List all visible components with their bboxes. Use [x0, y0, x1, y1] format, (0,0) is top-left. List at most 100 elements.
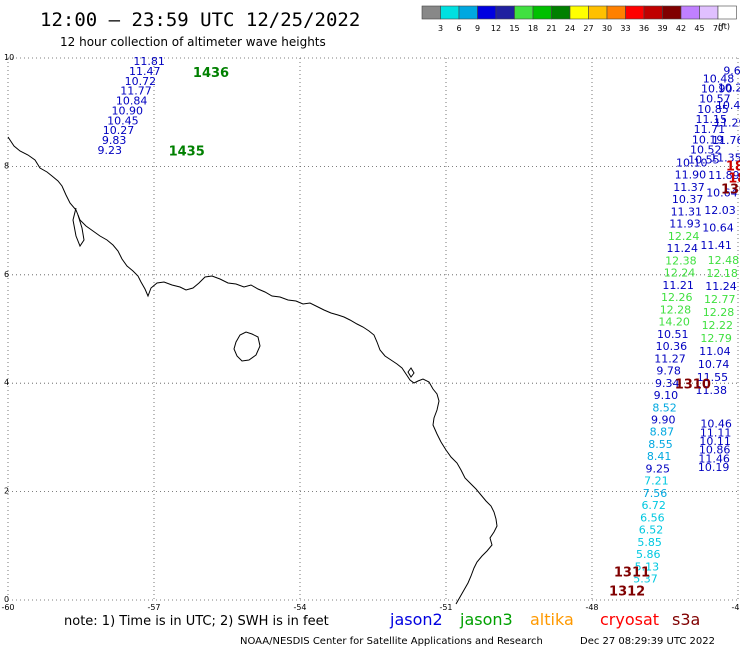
wave-height-value: 9.83 [102, 134, 127, 147]
color-scale-label: 33 [620, 24, 630, 33]
footer-note: note: 1) Time is in UTC; 2) SWH is in fe… [64, 614, 329, 629]
wave-height-value: 10.90 [701, 83, 733, 96]
color-scale-swatch [717, 5, 737, 20]
wave-height-value: 10.36 [656, 340, 688, 353]
wave-height-value: 6.56 [640, 511, 665, 524]
pass-time-label: 1312 [609, 585, 645, 600]
island-small-path [407, 367, 415, 378]
wave-height-value: 11.24 [705, 280, 737, 293]
wave-height-value: 8.41 [647, 450, 672, 463]
wave-height-value: 6.52 [639, 524, 664, 537]
color-scale-swatch [514, 5, 534, 20]
wave-height-value: 9.67 [723, 64, 740, 77]
color-scale-swatch [588, 5, 608, 20]
footer-timestamp: Dec 27 08:29:39 UTC 2022 [580, 636, 715, 647]
wave-height-value: 10.51 [657, 328, 689, 341]
wave-height-value: 11.89 [708, 169, 740, 182]
wave-height-value: 9.25 [646, 462, 671, 475]
wave-height-value: 6.72 [641, 499, 666, 512]
wave-height-value: 9.90 [651, 413, 676, 426]
color-scale-label: 39 [657, 24, 667, 33]
pass-time-label: 184 [726, 160, 740, 175]
y-tick-label: 6 [4, 270, 9, 279]
wave-height-value: 11.81 [133, 55, 165, 68]
wave-height-value: 11.93 [669, 218, 701, 231]
color-scale-label: 3 [438, 24, 443, 33]
wave-height-value: 12.28 [703, 306, 735, 319]
wave-height-value: 8.87 [650, 426, 675, 439]
wave-height-value: 12.48 [708, 254, 740, 267]
wave-height-value: 10.19 [692, 133, 724, 146]
pass-time-label: 1436 [193, 66, 229, 81]
axis-tick-labels: -60 -57 -54 -51 -48 -45 0 2 4 6 8 10 [1, 53, 740, 612]
y-tick-label: 2 [4, 487, 9, 496]
wave-height-value: 10.84 [116, 95, 148, 108]
altimeter-tracks: 11.8111.4710.7211.7710.8410.9010.4510.27… [97, 55, 740, 586]
color-scale-swatch [440, 5, 460, 20]
wave-height-value: 5.37 [633, 573, 658, 586]
wave-height-value: 14.20 [658, 316, 690, 329]
island-path [233, 331, 261, 362]
wave-height-value: 10.10 [676, 156, 708, 169]
wave-height-value: 11.41 [700, 239, 732, 252]
wave-height-value: 12.03 [704, 204, 736, 217]
wave-height-value: 10.48 [703, 72, 735, 85]
wave-height-value: 10.52 [690, 144, 722, 157]
legend-entry: s3a [672, 610, 700, 629]
color-scale-swatch [532, 5, 552, 20]
wave-height-value: 11.04 [699, 345, 731, 358]
wave-height-value: 11.90 [675, 169, 707, 182]
wave-height-value: 11.37 [673, 181, 705, 194]
color-scale-label: 9 [475, 24, 480, 33]
wave-height-value: 11.77 [120, 85, 152, 98]
wave-height-value: 5.13 [635, 560, 660, 573]
wave-height-value: 12.24 [664, 267, 696, 280]
wave-height-value: 10.74 [698, 358, 730, 371]
wave-height-value: 10.64 [706, 186, 738, 199]
wave-height-value: 11.11 [700, 426, 732, 439]
wave-height-value: 12.18 [706, 267, 738, 280]
map-subtitle: 12 hour collection of altimeter wave hei… [60, 35, 326, 49]
color-scale-swatch [699, 5, 719, 20]
wave-height-value: 11.71 [694, 123, 726, 136]
wave-height-value: 12.38 [665, 254, 697, 267]
pass-time-labels: 143614351841841309131013111312 [169, 66, 740, 600]
color-scale-swatch [421, 5, 441, 20]
wave-height-value: 10.46 [716, 99, 740, 112]
color-scale-swatch [477, 5, 497, 20]
color-scale-label: 42 [676, 24, 686, 33]
wave-height-value: 12.79 [700, 332, 732, 345]
wave-height-value: 10.27 [103, 124, 135, 137]
color-scale-label: 6 [456, 24, 461, 33]
legend-entry: cryosat [600, 610, 659, 629]
wave-height-value: 11.21 [662, 279, 694, 292]
x-tick-label: -54 [293, 603, 306, 612]
color-scale-swatch [625, 5, 645, 20]
wave-height-value: 10.23 [718, 82, 740, 95]
x-tick-label: -48 [585, 603, 598, 612]
color-scale-swatch [458, 5, 478, 20]
wave-height-value: 12.24 [668, 230, 700, 243]
color-scale-label: 21 [546, 24, 556, 33]
wave-height-value: 11.27 [654, 352, 686, 365]
pass-time-label: 1309 [721, 183, 740, 198]
color-scale-label: 27 [583, 24, 593, 33]
map-title: 12:00 – 23:59 UTC 12/25/2022 [40, 9, 360, 31]
color-scale-swatch [551, 5, 571, 20]
wave-height-value: 9.78 [656, 365, 681, 378]
wave-height-value: 10.46 [700, 418, 732, 431]
wave-height-value: 10.64 [702, 221, 734, 234]
wave-height-value: 10.85 [697, 103, 729, 116]
wave-height-value: 8.55 [648, 438, 673, 451]
y-tick-label: 4 [4, 378, 9, 387]
color-scale-bar: 3 6 9 12 15 18 21 24 27 30 33 36 39 42 45 70 [421, 5, 737, 33]
wave-height-value: 11.55 [697, 371, 729, 384]
wave-height-value: 12.22 [702, 319, 734, 332]
color-scale-label: 18 [528, 24, 538, 33]
wave-height-value: 7.56 [643, 487, 668, 500]
lat-lon-grid [7, 57, 739, 601]
pass-time-label: 1435 [169, 145, 205, 160]
color-scale-swatch [495, 5, 515, 20]
color-scale-label: 36 [639, 24, 649, 33]
